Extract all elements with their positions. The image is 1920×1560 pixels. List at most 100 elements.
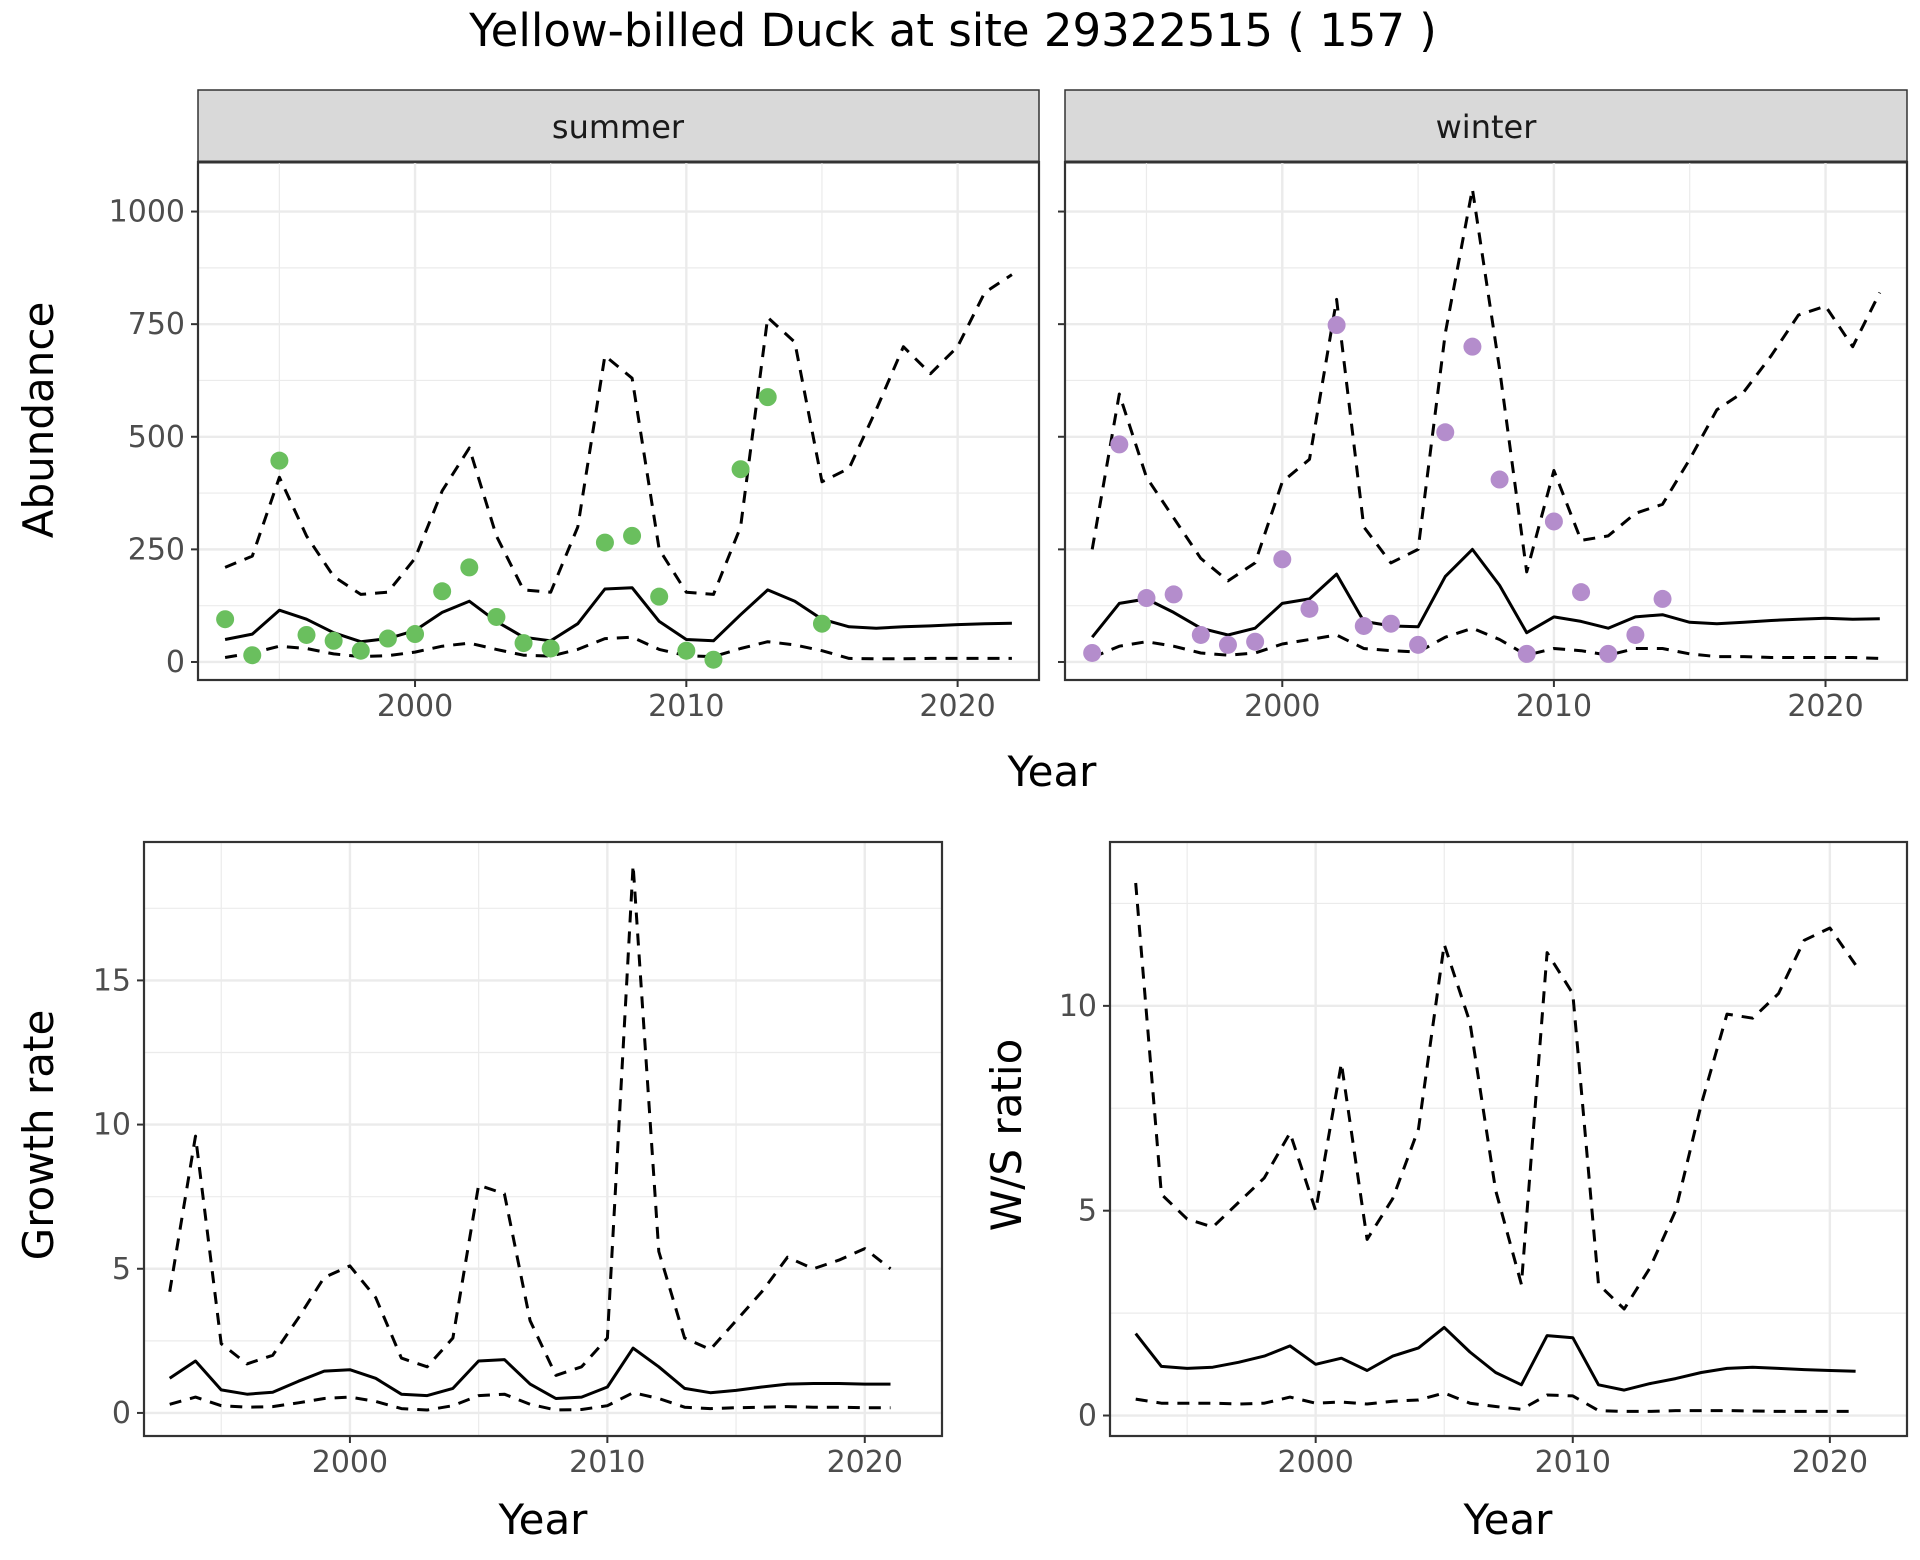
observation-point	[1653, 589, 1672, 608]
gridlines	[1110, 842, 1907, 1436]
y-tick-label: 750	[128, 307, 185, 342]
observation-point	[1436, 423, 1455, 442]
x-tick-label: 2020	[827, 1445, 903, 1480]
panel-abundance-winter: winter 2000 2010 2020	[1058, 89, 1909, 724]
series-line-lower	[1135, 1391, 1856, 1413]
observation-point	[1490, 470, 1509, 489]
x-tick-label: 2000	[1277, 1445, 1353, 1480]
observation-point	[270, 451, 289, 470]
gridlines	[198, 162, 1039, 680]
x-tick-label: 2020	[1787, 689, 1863, 724]
observation-point	[216, 610, 235, 629]
x-axis-title-ratio: Year	[1463, 1495, 1554, 1544]
observation-point	[378, 629, 397, 648]
y-tick-label: 15	[93, 963, 131, 998]
series-line-upper	[1134, 882, 1857, 1311]
x-axis-title-growth: Year	[498, 1495, 589, 1544]
observation-point	[541, 639, 560, 658]
series-line-mean	[1134, 1325, 1856, 1392]
observation-point	[406, 625, 425, 644]
series-line-upper	[168, 863, 892, 1377]
y-tick-label: 250	[128, 532, 185, 567]
observation-point	[1218, 635, 1237, 654]
series-line-upper	[224, 273, 1013, 596]
observation-point	[243, 646, 262, 665]
observation-point	[1191, 625, 1210, 644]
observation-point	[1246, 632, 1265, 651]
observation-point	[1599, 644, 1618, 663]
y-tick-label: 0	[112, 1396, 131, 1431]
panel-growth-rate: 2000 2010 2020 0 5 10 15	[93, 840, 944, 1480]
chart-title: Yellow-billed Duck at site 29322515 ( 15…	[468, 4, 1437, 57]
series-line-mean	[224, 586, 1012, 644]
strip-label-winter: winter	[1436, 108, 1538, 146]
observation-point	[1273, 550, 1292, 569]
y-tick-label: 5	[112, 1252, 131, 1287]
y-tick-label: 0	[166, 645, 185, 680]
x-tick-label: 2000	[1244, 689, 1320, 724]
y-tick-label: 10	[1059, 989, 1097, 1024]
observation-point	[650, 587, 669, 606]
x-tick-label: 2010	[1535, 1445, 1611, 1480]
series-line-lower	[169, 1391, 891, 1412]
x-tick-label: 2010	[569, 1445, 645, 1480]
gridlines	[1065, 162, 1907, 680]
series-line-mean	[1091, 547, 1880, 639]
observation-point	[704, 650, 723, 669]
observation-point	[1381, 614, 1400, 633]
observation-point	[1110, 435, 1129, 454]
observation-point	[731, 460, 750, 479]
observation-point	[351, 641, 370, 660]
observation-point	[433, 582, 452, 601]
observation-point	[1517, 644, 1536, 663]
series-line-upper	[1090, 187, 1882, 583]
observation-point	[1544, 512, 1563, 531]
strip-winter	[1064, 89, 1908, 163]
panel-abundance-summer: summer 2000 2010 2020 0 250 500 750 1000	[109, 89, 1041, 724]
panel-ws-ratio: 2000 2010 2020 0 5 10	[1059, 840, 1909, 1480]
observation-point	[1354, 616, 1373, 635]
panel-border	[196, 160, 1041, 682]
observation-point	[1463, 337, 1482, 356]
observation-point	[460, 558, 479, 577]
series-line-lower	[224, 635, 1012, 661]
series-line-mean	[168, 1346, 891, 1400]
observation-point	[812, 614, 831, 633]
y-axis-title-growth: Growth rate	[14, 1010, 63, 1261]
x-tick-label: 2010	[648, 689, 724, 724]
y-tick-label: 500	[128, 420, 185, 455]
observation-point	[623, 526, 642, 545]
observation-point	[1300, 599, 1319, 618]
strip-summer	[197, 89, 1040, 163]
x-tick-label: 2010	[1516, 689, 1592, 724]
observation-point	[1083, 643, 1102, 662]
x-tick-label: 2020	[1792, 1445, 1868, 1480]
observation-point	[758, 388, 777, 407]
y-tick-label: 0	[1078, 1399, 1097, 1434]
observation-point	[1164, 585, 1183, 604]
panel-border	[1063, 160, 1909, 682]
observation-point	[595, 533, 614, 552]
x-tick-label: 2020	[919, 689, 995, 724]
observation-point	[514, 634, 533, 653]
observation-point	[324, 631, 343, 650]
observation-point	[1572, 583, 1591, 602]
observation-point	[677, 641, 696, 660]
observation-point	[1327, 316, 1346, 335]
y-tick-label: 1000	[109, 195, 185, 230]
observation-point	[487, 607, 506, 626]
panel-border	[1108, 840, 1909, 1438]
x-tick-label: 2000	[377, 689, 453, 724]
observation-point	[297, 625, 316, 644]
gridlines	[144, 842, 942, 1436]
strip-label-summer: summer	[552, 108, 685, 146]
x-tick-label: 2000	[312, 1445, 388, 1480]
panel-border	[142, 840, 944, 1438]
series-line-lower	[1091, 626, 1880, 660]
y-tick-label: 5	[1078, 1194, 1097, 1229]
y-tick-label: 10	[93, 1108, 131, 1143]
y-axis-title-abundance: Abundance	[14, 302, 63, 539]
x-axis-title-abundance: Year	[1007, 747, 1098, 796]
observation-point	[1137, 589, 1156, 608]
